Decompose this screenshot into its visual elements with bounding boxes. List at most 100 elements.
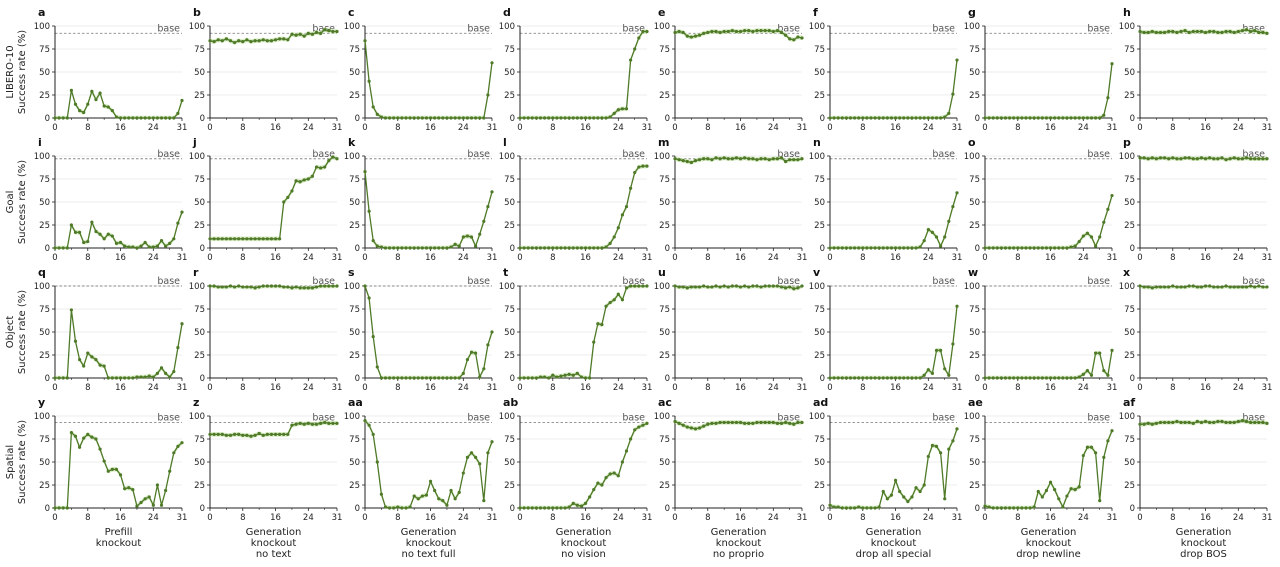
data-point-d xyxy=(641,29,645,34)
data-point-y xyxy=(65,506,69,510)
data-point-ae xyxy=(1106,439,1110,443)
data-point-af xyxy=(1208,420,1212,425)
y-tick-label-x: 25 xyxy=(1124,351,1135,361)
data-point-w xyxy=(1102,369,1106,373)
data-point-b xyxy=(314,30,319,35)
data-point-k xyxy=(371,239,375,243)
data-point-o xyxy=(1048,246,1053,250)
y-tick-label-a: 75 xyxy=(39,45,50,55)
y-tick-label-q: 25 xyxy=(39,351,50,361)
x-tick-label-s: 0 xyxy=(362,383,367,393)
data-point-aa xyxy=(367,423,371,427)
data-point-z xyxy=(228,433,233,437)
data-point-d xyxy=(608,115,612,119)
data-point-z xyxy=(241,433,245,437)
data-point-o xyxy=(1094,244,1098,248)
y-tick-label-l: 0 xyxy=(510,244,515,254)
base-label-af: base xyxy=(1242,412,1265,423)
data-point-ae xyxy=(1007,506,1012,510)
data-point-r xyxy=(241,285,245,289)
x-tick-label-d: 8 xyxy=(550,123,555,133)
y-tick-label-c: 100 xyxy=(344,22,360,32)
y-tick-label-ae: 50 xyxy=(969,458,980,468)
y-tick-label-u: 75 xyxy=(659,305,670,315)
data-point-q xyxy=(164,371,168,375)
x-tick-label-d: 24 xyxy=(613,123,624,133)
column-label: no vision xyxy=(561,549,606,560)
y-tick-label-u: 0 xyxy=(665,374,670,384)
data-point-h xyxy=(1199,29,1204,34)
data-point-m xyxy=(763,157,767,161)
y-tick-label-g: 25 xyxy=(969,91,980,101)
data-point-x xyxy=(1142,285,1146,289)
data-point-h xyxy=(1253,29,1257,33)
x-tick-label-n: 0 xyxy=(827,253,832,263)
x-tick-label-b: 0 xyxy=(207,123,212,133)
data-point-k xyxy=(490,190,494,194)
column-label: knockout xyxy=(871,538,917,549)
y-tick-label-v: 0 xyxy=(820,374,825,384)
data-point-l xyxy=(563,246,567,250)
data-point-r xyxy=(335,284,339,288)
y-tick-label-ad: 100 xyxy=(809,412,825,422)
data-point-g xyxy=(1012,116,1016,120)
data-point-s xyxy=(392,376,396,380)
panel-label-aa: aa xyxy=(348,396,363,409)
data-point-s xyxy=(363,284,367,288)
panel-label-af: af xyxy=(1123,396,1135,409)
data-point-y xyxy=(143,497,147,501)
data-point-g xyxy=(1053,116,1057,120)
data-point-i xyxy=(73,230,78,234)
data-point-b xyxy=(290,32,294,36)
data-point-i xyxy=(57,246,61,250)
data-point-ab xyxy=(534,506,538,510)
data-point-u xyxy=(767,284,771,288)
x-tick-label-ad: 24 xyxy=(923,513,934,523)
data-point-i xyxy=(172,237,176,241)
data-point-af xyxy=(1244,419,1249,424)
data-point-f xyxy=(885,116,889,120)
data-point-ab xyxy=(592,488,596,492)
data-point-n xyxy=(939,244,943,248)
data-point-aa xyxy=(383,505,388,509)
y-tick-label-q: 0 xyxy=(45,374,50,384)
data-point-b xyxy=(212,40,216,44)
data-point-w xyxy=(1081,372,1085,376)
data-point-h xyxy=(1265,31,1269,35)
data-point-y xyxy=(90,435,94,439)
data-point-u xyxy=(726,285,730,289)
data-point-d xyxy=(620,107,625,111)
data-point-v xyxy=(922,373,926,377)
data-point-p xyxy=(1240,157,1245,161)
data-point-m xyxy=(722,156,726,160)
data-point-j xyxy=(323,165,327,169)
y-tick-label-y: 25 xyxy=(39,481,50,491)
x-tick-label-r: 16 xyxy=(270,383,281,393)
data-point-w xyxy=(1048,376,1053,380)
y-tick-label-p: 0 xyxy=(1130,244,1135,254)
column-label: Prefill xyxy=(105,527,133,538)
data-point-i xyxy=(164,244,168,248)
data-point-ae xyxy=(1061,505,1065,509)
y-tick-label-r: 100 xyxy=(189,282,205,292)
data-point-aa xyxy=(363,419,367,423)
y-tick-label-o: 0 xyxy=(975,244,980,254)
data-point-b xyxy=(327,29,331,33)
y-tick-label-v: 25 xyxy=(814,351,825,361)
data-point-i xyxy=(168,241,172,245)
data-point-q xyxy=(94,358,98,362)
y-tick-label-ad: 25 xyxy=(814,481,825,491)
data-point-c xyxy=(469,116,474,120)
data-point-p xyxy=(1236,157,1240,161)
data-point-s xyxy=(424,376,429,380)
data-point-e xyxy=(693,34,698,38)
data-point-af xyxy=(1175,419,1179,424)
x-tick-label-h: 24 xyxy=(1233,123,1244,133)
data-point-q xyxy=(90,355,94,359)
y-tick-label-ab: 50 xyxy=(504,458,515,468)
data-point-l xyxy=(567,246,571,250)
data-point-k xyxy=(469,235,474,239)
data-point-o xyxy=(1040,246,1044,250)
data-point-g xyxy=(999,116,1003,120)
y-tick-label-q: 100 xyxy=(34,282,50,292)
